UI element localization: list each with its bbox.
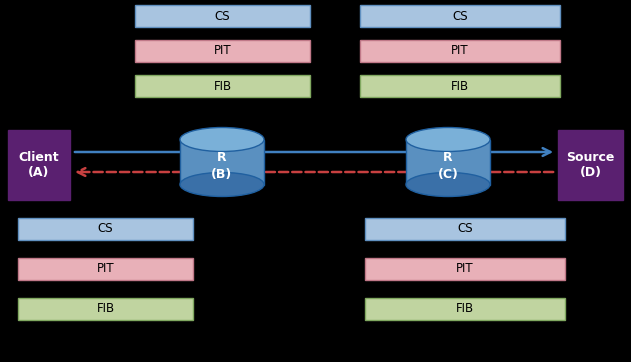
Text: FIB: FIB (213, 80, 232, 93)
Text: PIT: PIT (456, 262, 474, 275)
Text: PIT: PIT (97, 262, 114, 275)
Ellipse shape (180, 173, 264, 197)
Bar (365, 298, 565, 320)
Ellipse shape (406, 127, 490, 152)
Bar (135, 40, 310, 62)
Bar (406, 139, 490, 185)
Ellipse shape (406, 173, 490, 197)
Bar (135, 75, 310, 97)
Text: FIB: FIB (456, 303, 474, 316)
Bar (8, 130, 70, 200)
Bar (18, 218, 193, 240)
Text: CS: CS (98, 223, 114, 236)
Bar (18, 258, 193, 280)
Bar (18, 298, 193, 320)
Bar (180, 139, 264, 185)
Text: CS: CS (215, 9, 230, 22)
Text: PIT: PIT (214, 45, 232, 58)
Text: R
(C): R (C) (437, 151, 459, 181)
Bar (365, 218, 565, 240)
Bar (558, 130, 623, 200)
Bar (365, 258, 565, 280)
Bar (360, 5, 560, 27)
Text: FIB: FIB (451, 80, 469, 93)
Text: FIB: FIB (97, 303, 115, 316)
Ellipse shape (180, 127, 264, 152)
Text: CS: CS (457, 223, 473, 236)
Bar (135, 5, 310, 27)
Text: CS: CS (452, 9, 468, 22)
Text: R
(B): R (B) (211, 151, 233, 181)
Text: PIT: PIT (451, 45, 469, 58)
Bar (360, 75, 560, 97)
Text: Source
(D): Source (D) (566, 151, 615, 179)
Text: Client
(A): Client (A) (19, 151, 59, 179)
Bar (360, 40, 560, 62)
